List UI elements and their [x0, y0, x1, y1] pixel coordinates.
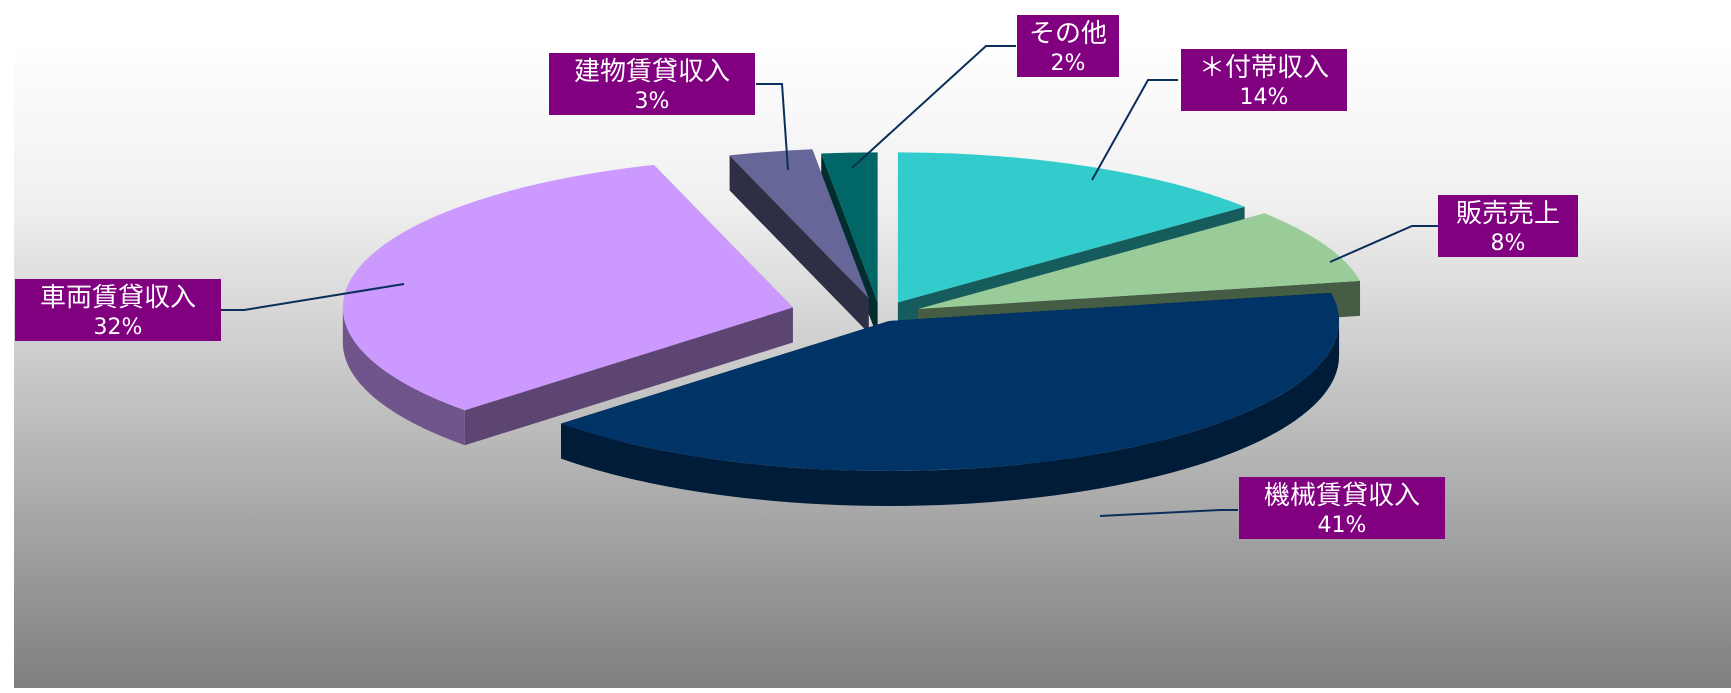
slice-5-top	[729, 149, 869, 299]
slice-6-leader-line	[851, 45, 1016, 169]
slice-4-wall-1	[464, 307, 793, 446]
slice-5-label-box	[549, 53, 755, 115]
slice-2-top	[918, 213, 1361, 310]
slice-3-top	[561, 292, 1340, 471]
slice-5	[729, 149, 869, 334]
slice-5-leader-line	[756, 83, 789, 171]
slice-4-label-name: 車両賃貸収入	[40, 283, 196, 313]
slice-6-label-name: その他	[1029, 19, 1107, 49]
slice-1-label-name: ＊付帯収入	[1199, 53, 1329, 83]
slice-2-label-box	[1438, 195, 1578, 257]
slice-3-label-name: 機械賃貸収入	[1264, 481, 1420, 511]
slice-4	[342, 164, 793, 446]
slice-4-leader-line	[220, 283, 405, 311]
slice-1-top	[897, 152, 1245, 303]
slice-4-side	[342, 307, 465, 446]
slice-6-top	[821, 152, 878, 303]
slice-1-label-box	[1181, 49, 1347, 111]
slice-6-label-box	[1017, 15, 1119, 77]
slice-6-label-percent: 2%	[1051, 51, 1086, 76]
slice-4-label-percent: 32%	[94, 315, 143, 340]
slice-3-leader-line	[1099, 509, 1238, 517]
slice-3-label-percent: 41%	[1318, 513, 1367, 538]
slice-2-label-name: 販売売上	[1456, 199, 1560, 229]
slice-3-side	[561, 320, 1340, 506]
slice-5-label-percent: 3%	[635, 89, 670, 114]
slices-layer	[342, 149, 1361, 506]
slice-5-label-name: 建物賃貸収入	[574, 57, 730, 87]
leader-lines-layer	[220, 45, 1440, 517]
slice-3	[561, 292, 1340, 506]
slice-4-label-box	[15, 279, 221, 341]
slice-1-leader-line	[1091, 79, 1178, 181]
slice-1-label-percent: 14%	[1240, 85, 1289, 110]
slice-5-wall-1	[729, 155, 869, 334]
slice-2-label-percent: 8%	[1491, 231, 1526, 256]
slice-3-label-box	[1239, 477, 1445, 539]
slice-4-top	[342, 164, 793, 411]
slice-2-leader-line	[1329, 225, 1440, 263]
